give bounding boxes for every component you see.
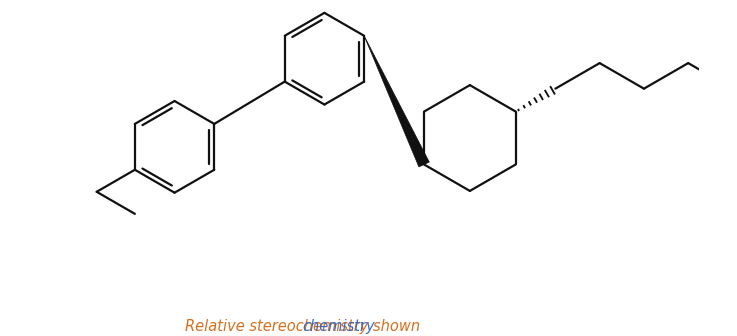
- Text: chemistry: chemistry: [303, 319, 375, 334]
- Polygon shape: [364, 36, 429, 167]
- Text: Relative stereochemistry shown: Relative stereochemistry shown: [185, 319, 420, 334]
